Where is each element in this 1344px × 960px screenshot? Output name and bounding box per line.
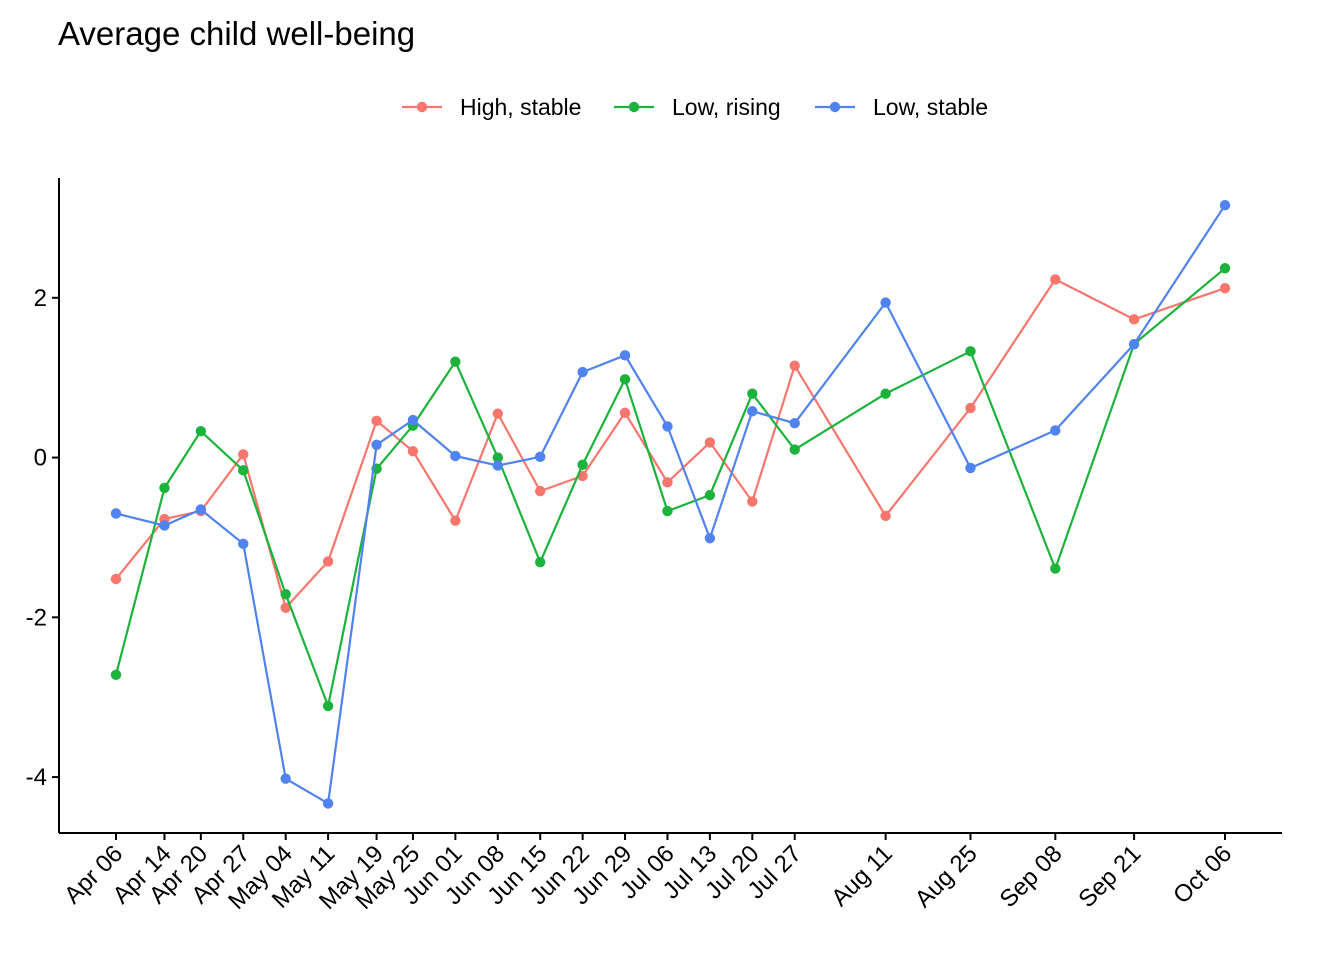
data-point (322, 556, 334, 567)
data-point (577, 366, 588, 378)
data-point (195, 426, 207, 437)
data-point (704, 489, 716, 501)
data-point (322, 700, 334, 712)
x-tick-label: Aug 11 (826, 840, 898, 912)
data-point (450, 450, 461, 462)
data-point (965, 402, 976, 414)
data-point (619, 350, 631, 361)
legend-item: Low, rising (614, 94, 781, 120)
data-point (407, 414, 419, 426)
data-point (619, 374, 631, 385)
legend-label: Low, rising (672, 94, 781, 120)
legend-item: Low, stable (815, 94, 988, 120)
x-tick-label: Sep 08 (995, 840, 1068, 913)
data-point (880, 297, 891, 308)
data-point (407, 445, 419, 457)
legend: High, stable Low, rising Low, stable (402, 94, 988, 120)
data-point (965, 462, 976, 474)
data-point (1128, 338, 1140, 350)
data-point (280, 773, 291, 784)
data-point (280, 588, 291, 600)
data-point (280, 602, 291, 613)
y-tick-label: -2 (26, 604, 47, 631)
x-tick-label: Aug 25 (910, 840, 983, 913)
data-point (1219, 199, 1231, 211)
data-point (880, 388, 891, 399)
data-point (789, 418, 800, 429)
series-1 (110, 263, 1231, 712)
series-line (115, 204, 1226, 805)
data-point (789, 360, 800, 371)
data-point (704, 437, 716, 448)
data-point (110, 669, 122, 681)
data-point (747, 496, 758, 507)
data-point (880, 510, 891, 522)
data-point (535, 485, 546, 497)
data-point (1050, 274, 1061, 285)
data-point (238, 449, 249, 460)
data-point (662, 421, 673, 432)
series-2 (110, 199, 1231, 809)
data-point (1219, 263, 1231, 274)
data-point (1219, 283, 1231, 294)
legend-key-point (628, 101, 640, 113)
legend-key-point (416, 101, 428, 113)
series-line (114, 267, 1226, 708)
legend-label: High, stable (460, 94, 581, 120)
data-point (789, 444, 800, 455)
data-point (110, 508, 122, 519)
data-point (322, 798, 334, 809)
legend-key-point (829, 101, 841, 113)
y-tick-label: 0 (34, 445, 47, 472)
y-axis-ticks: -4 -2 0 2 (26, 285, 59, 791)
data-point (747, 388, 758, 399)
data-point (159, 482, 170, 494)
data-point (238, 465, 249, 476)
data-point (371, 439, 382, 450)
data-point (662, 477, 673, 488)
y-tick-label: 2 (34, 285, 47, 312)
data-point (1050, 563, 1061, 574)
data-point (535, 451, 546, 462)
series-0 (110, 274, 1231, 613)
data-point (577, 459, 588, 470)
data-point (965, 346, 976, 357)
data-point (492, 408, 503, 419)
data-point (1050, 425, 1061, 436)
data-point (619, 407, 631, 419)
data-point (450, 515, 461, 526)
series-layer (110, 199, 1231, 809)
data-point (1128, 314, 1140, 325)
data-point (492, 452, 503, 463)
data-point (195, 504, 207, 515)
chart-title: Average child well-being (58, 15, 415, 52)
data-point (159, 520, 170, 531)
data-point (110, 573, 122, 585)
y-tick-label: -4 (26, 764, 47, 791)
data-point (704, 533, 716, 544)
data-point (535, 557, 546, 568)
legend-label: Low, stable (873, 94, 988, 120)
data-point (662, 505, 673, 517)
data-point (450, 356, 461, 367)
x-tick-label: Oct 06 (1168, 840, 1237, 909)
x-tick-label: Sep 21 (1073, 840, 1146, 913)
legend-item: High, stable (402, 94, 581, 120)
data-point (238, 538, 249, 550)
data-point (492, 460, 503, 471)
data-point (747, 406, 758, 417)
data-point (371, 415, 382, 427)
